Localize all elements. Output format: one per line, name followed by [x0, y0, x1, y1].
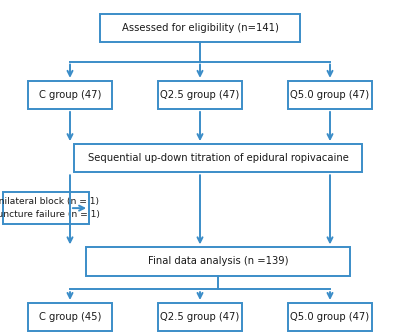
- FancyBboxPatch shape: [3, 192, 89, 224]
- Text: Final data analysis (n =139): Final data analysis (n =139): [148, 256, 288, 266]
- FancyBboxPatch shape: [74, 144, 362, 172]
- Text: Unilateral block (n = 1)
Puncture failure (n = 1): Unilateral block (n = 1) Puncture failur…: [0, 197, 100, 219]
- Text: Sequential up-down titration of epidural ropivacaine: Sequential up-down titration of epidural…: [88, 153, 348, 163]
- Text: Q2.5 group (47): Q2.5 group (47): [160, 312, 240, 322]
- FancyBboxPatch shape: [158, 303, 242, 331]
- FancyBboxPatch shape: [28, 303, 112, 331]
- Text: C group (45): C group (45): [39, 312, 101, 322]
- Text: Assessed for eligibility (n=141): Assessed for eligibility (n=141): [122, 23, 278, 33]
- FancyBboxPatch shape: [100, 14, 300, 42]
- Text: Q2.5 group (47): Q2.5 group (47): [160, 90, 240, 100]
- FancyBboxPatch shape: [86, 247, 350, 276]
- FancyBboxPatch shape: [288, 81, 372, 109]
- FancyBboxPatch shape: [158, 81, 242, 109]
- Text: Q5.0 group (47): Q5.0 group (47): [290, 312, 370, 322]
- FancyBboxPatch shape: [28, 81, 112, 109]
- FancyBboxPatch shape: [288, 303, 372, 331]
- Text: Q5.0 group (47): Q5.0 group (47): [290, 90, 370, 100]
- Text: C group (47): C group (47): [39, 90, 101, 100]
